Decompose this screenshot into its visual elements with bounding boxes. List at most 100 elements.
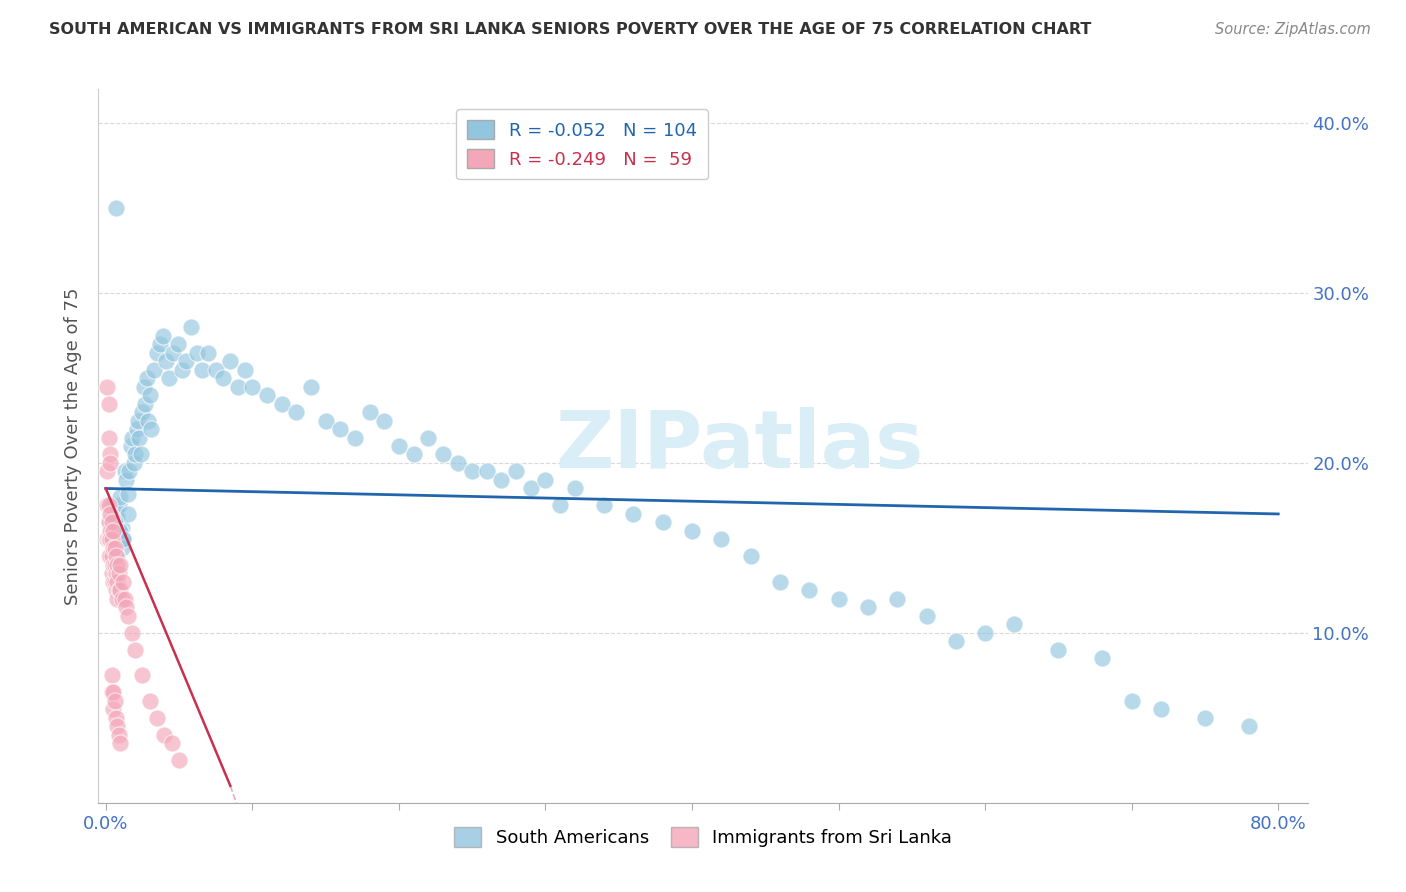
Point: [107, 591, 129, 606]
Point: [110, 490, 132, 504]
Point: [491, 473, 513, 487]
Point: [105, 566, 128, 581]
Point: [548, 499, 571, 513]
Point: [146, 345, 169, 359]
Point: [240, 379, 263, 393]
Point: [162, 345, 184, 359]
Point: [270, 396, 292, 410]
Point: [110, 583, 132, 598]
Point: [100, 499, 122, 513]
Point: [621, 507, 644, 521]
Point: [1121, 694, 1143, 708]
Point: [101, 524, 124, 538]
Point: [103, 541, 125, 555]
Point: [105, 201, 128, 215]
Point: [329, 422, 352, 436]
Point: [799, 583, 821, 598]
Point: [105, 711, 128, 725]
Point: [132, 379, 155, 393]
Point: [121, 430, 143, 444]
Point: [124, 643, 146, 657]
Point: [110, 558, 132, 572]
Point: [117, 507, 139, 521]
Point: [446, 456, 468, 470]
Point: [107, 549, 129, 564]
Point: [97, 516, 120, 530]
Point: [974, 626, 997, 640]
Point: [740, 549, 762, 564]
Point: [388, 439, 411, 453]
Point: [98, 533, 121, 547]
Point: [1091, 651, 1114, 665]
Point: [98, 507, 121, 521]
Point: [111, 541, 134, 555]
Point: [100, 685, 122, 699]
Point: [167, 753, 190, 767]
Point: [108, 499, 131, 513]
Point: [191, 362, 214, 376]
Point: [359, 405, 381, 419]
Point: [103, 558, 125, 572]
Point: [143, 362, 166, 376]
Point: [120, 439, 142, 453]
Point: [186, 345, 208, 359]
Text: ZIPatlas: ZIPatlas: [555, 407, 924, 485]
Point: [97, 396, 120, 410]
Point: [107, 510, 129, 524]
Point: [96, 533, 118, 547]
Point: [101, 533, 124, 547]
Point: [110, 524, 132, 538]
Point: [114, 591, 136, 606]
Point: [180, 320, 202, 334]
Point: [105, 503, 128, 517]
Point: [315, 413, 337, 427]
Point: [114, 465, 136, 479]
Point: [135, 371, 157, 385]
Point: [197, 345, 219, 359]
Point: [112, 533, 135, 547]
Point: [418, 430, 440, 444]
Point: [233, 362, 256, 376]
Point: [101, 524, 124, 538]
Point: [256, 388, 278, 402]
Point: [112, 533, 135, 547]
Point: [117, 608, 139, 623]
Point: [115, 473, 138, 487]
Point: [176, 354, 198, 368]
Point: [100, 566, 122, 581]
Point: [204, 362, 226, 376]
Point: [100, 668, 122, 682]
Point: [105, 583, 128, 598]
Point: [152, 328, 174, 343]
Point: [107, 574, 129, 589]
Point: [108, 583, 131, 598]
Point: [112, 574, 135, 589]
Point: [98, 516, 121, 530]
Point: [373, 413, 395, 427]
Point: [475, 465, 498, 479]
Point: [96, 465, 118, 479]
Point: [97, 430, 120, 444]
Point: [131, 668, 153, 682]
Point: [108, 566, 131, 581]
Point: [98, 549, 121, 564]
Point: [915, 608, 938, 623]
Point: [96, 379, 118, 393]
Point: [100, 533, 122, 547]
Point: [121, 626, 143, 640]
Point: [100, 549, 122, 564]
Point: [505, 465, 527, 479]
Point: [101, 558, 124, 572]
Point: [98, 524, 121, 538]
Point: [128, 430, 150, 444]
Point: [101, 541, 124, 555]
Point: [108, 728, 131, 742]
Point: [98, 456, 121, 470]
Point: [97, 549, 120, 564]
Point: [138, 388, 160, 402]
Point: [651, 516, 673, 530]
Point: [115, 600, 138, 615]
Point: [103, 516, 125, 530]
Point: [111, 520, 134, 534]
Point: [856, 600, 879, 615]
